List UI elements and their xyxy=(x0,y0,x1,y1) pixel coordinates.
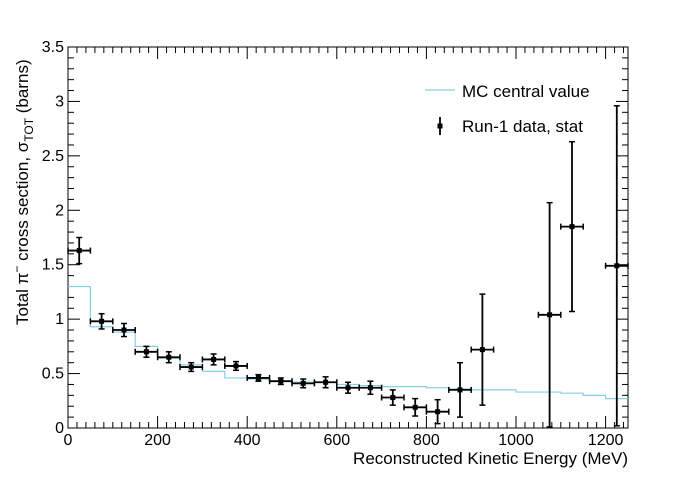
y-tick-label: 3 xyxy=(55,93,64,110)
plot-frame xyxy=(67,46,629,429)
x-axis-label: Reconstructed Kinetic Energy (MeV) xyxy=(353,449,628,468)
data-marker xyxy=(345,385,351,391)
data-point xyxy=(246,373,271,382)
data-marker xyxy=(188,364,194,370)
data-point xyxy=(403,397,428,417)
data-marker xyxy=(390,395,396,401)
data-marker xyxy=(211,356,217,362)
legend-data-marker xyxy=(437,123,443,129)
data-point xyxy=(89,312,114,330)
data-marker xyxy=(143,349,149,355)
y-tick-label: 0.5 xyxy=(42,366,64,383)
data-point xyxy=(291,378,316,389)
data-marker xyxy=(99,318,105,324)
y-tick-label: 2 xyxy=(55,202,64,219)
y-axis-label-prefix: Total π xyxy=(13,273,32,325)
data-marker xyxy=(479,347,485,353)
y-tick-label: 1.5 xyxy=(42,257,64,274)
data-point xyxy=(156,351,181,364)
y-axis-label-middle: cross section, σ xyxy=(13,141,32,265)
axis-ticks: 0 200 400 600 800 1000 1200 0 0.5 1 1.5 2 2.5 3 3.5 xyxy=(42,39,628,449)
data-point xyxy=(224,360,248,372)
data-point xyxy=(560,140,584,313)
data-marker xyxy=(300,380,306,386)
data-marker xyxy=(323,379,329,385)
legend-data-label: Run-1 data, stat xyxy=(462,117,583,136)
data-marker xyxy=(367,385,373,391)
y-tick-label: 2.5 xyxy=(42,148,64,165)
data-point xyxy=(358,380,383,396)
y-tick-label: 3.5 xyxy=(42,39,64,56)
data-point xyxy=(470,293,495,406)
y-axis-label-sub: TOT xyxy=(22,117,36,141)
y-axis-label: Total π− cross section, σTOT (barns) xyxy=(10,59,36,325)
legend: MC central value Run-1 data, stat xyxy=(425,82,590,136)
data-marker xyxy=(547,312,553,318)
data-series xyxy=(67,105,629,428)
data-marker xyxy=(278,378,284,384)
data-marker xyxy=(435,409,441,415)
data-marker xyxy=(233,363,239,369)
y-axis-label-sup: − xyxy=(10,266,24,273)
data-point xyxy=(537,201,562,428)
legend-mc-label: MC central value xyxy=(462,82,590,101)
x-tick-label: 1000 xyxy=(498,432,534,449)
data-marker xyxy=(76,248,82,254)
x-tick-label: 1200 xyxy=(588,432,624,449)
x-tick-label: 800 xyxy=(413,432,440,449)
data-point xyxy=(380,389,405,406)
data-point xyxy=(67,236,92,265)
data-point xyxy=(179,361,204,373)
data-point xyxy=(425,398,450,425)
data-marker xyxy=(457,387,463,393)
y-axis-label-suffix: (barns) xyxy=(13,59,32,118)
x-tick-label: 600 xyxy=(323,432,350,449)
data-point xyxy=(313,376,338,389)
data-point xyxy=(268,377,293,386)
data-marker xyxy=(412,404,418,410)
data-marker xyxy=(166,354,172,360)
data-marker xyxy=(614,263,620,269)
data-point xyxy=(201,353,226,366)
data-point xyxy=(112,322,136,338)
x-tick-label: 200 xyxy=(144,432,171,449)
data-point xyxy=(604,105,629,427)
y-tick-label: 1 xyxy=(55,311,64,328)
data-marker xyxy=(121,327,127,333)
y-tick-label: 0 xyxy=(55,420,64,437)
x-tick-label: 400 xyxy=(234,432,261,449)
x-tick-label: 0 xyxy=(64,432,73,449)
data-marker xyxy=(255,375,261,381)
data-point xyxy=(134,345,159,358)
data-marker xyxy=(569,224,575,230)
data-point xyxy=(448,361,472,418)
